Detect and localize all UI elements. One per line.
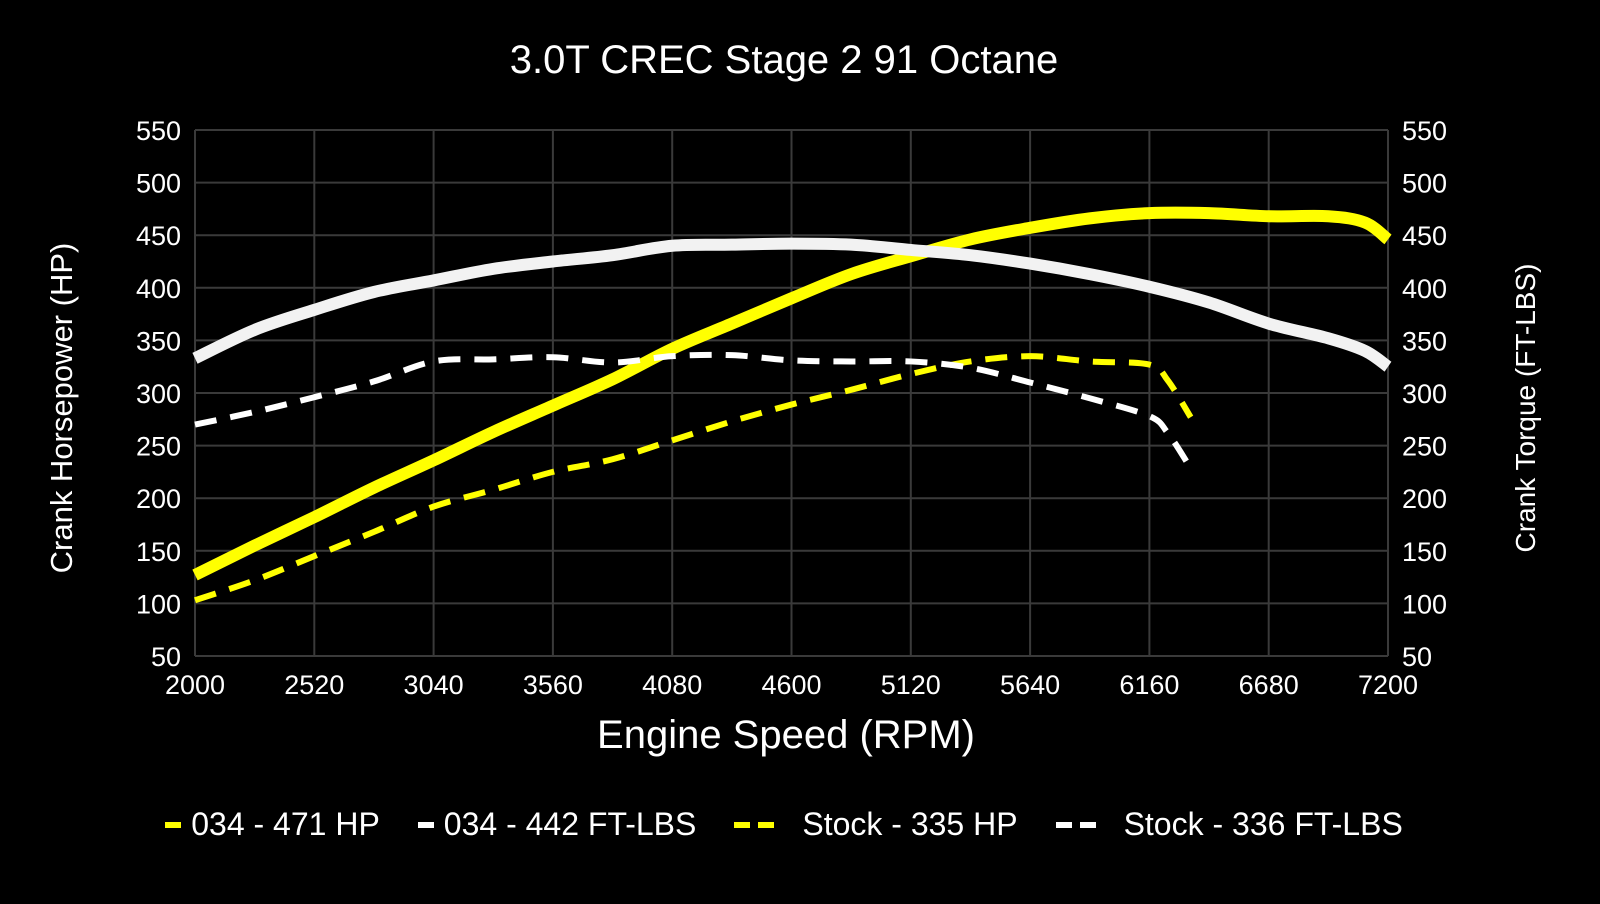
y-tick-label: 400 xyxy=(136,274,181,304)
y-tick-label-right: 50 xyxy=(1402,642,1432,672)
x-tick-label: 2000 xyxy=(165,670,225,700)
y-tick-label-right: 500 xyxy=(1402,169,1447,199)
y-tick-label-right: 450 xyxy=(1402,221,1447,251)
y-tick-label-right: 350 xyxy=(1402,326,1447,356)
x-axis-label: Engine Speed (RPM) xyxy=(597,713,975,757)
x-tick-label: 4600 xyxy=(761,670,821,700)
y-tick-label: 150 xyxy=(136,537,181,567)
y-tick-label: 300 xyxy=(136,379,181,409)
legend-item-stock-hp[interactable]: Stock - 335 HP xyxy=(734,806,1018,843)
y-tick-label: 550 xyxy=(136,116,181,146)
solid-white-line-icon xyxy=(417,821,434,828)
series-line xyxy=(192,206,1392,581)
x-tick-label: 4080 xyxy=(642,670,702,700)
x-tick-label: 6680 xyxy=(1239,670,1299,700)
y-tick-label: 100 xyxy=(136,589,181,619)
legend: 034 - 471 HP 034 - 442 FT-LBS Stock - 33… xyxy=(0,806,1568,843)
y-tick-label-right: 400 xyxy=(1402,274,1447,304)
y-tick-label: 450 xyxy=(136,221,181,251)
x-tick-label: 3560 xyxy=(523,670,583,700)
y-tick-label: 500 xyxy=(136,169,181,199)
y-tick-label-right: 300 xyxy=(1402,379,1447,409)
legend-label: 034 - 471 HP xyxy=(191,806,380,842)
series-line xyxy=(192,237,1392,372)
y-tick-label: 50 xyxy=(151,642,181,672)
legend-item-034-hp[interactable]: 034 - 471 HP xyxy=(165,806,380,843)
legend-label: Stock - 336 FT-LBS xyxy=(1123,806,1403,842)
x-tick-label: 3040 xyxy=(404,670,464,700)
y-tick-label-right: 250 xyxy=(1402,432,1447,462)
y-tick-label-right: 200 xyxy=(1402,484,1447,514)
y-tick-label: 250 xyxy=(136,432,181,462)
x-tick-label: 7200 xyxy=(1358,670,1418,700)
legend-item-stock-torque[interactable]: Stock - 336 FT-LBS xyxy=(1055,806,1403,843)
series-line xyxy=(194,351,1191,467)
y-tick-label: 350 xyxy=(136,326,181,356)
y-tick-label-right: 550 xyxy=(1402,116,1447,146)
series-line xyxy=(194,353,1194,604)
y-axis-right-ticks: 50 100 150 200 250 300 350 400 450 500 550 xyxy=(1402,116,1447,672)
y-tick-label: 200 xyxy=(136,484,181,514)
data-series xyxy=(192,206,1392,604)
x-tick-label: 5120 xyxy=(881,670,941,700)
y-tick-label-right: 100 xyxy=(1402,589,1447,619)
chart-title: 3.0T CREC Stage 2 91 Octane xyxy=(509,38,1059,82)
legend-label: 034 - 442 FT-LBS xyxy=(443,806,697,842)
x-tick-label: 2520 xyxy=(284,670,344,700)
x-tick-label: 6160 xyxy=(1119,670,1179,700)
y-axis-right-label: Crank Torque (FT-LBS) xyxy=(1510,264,1541,553)
legend-item-034-torque[interactable]: 034 - 442 FT-LBS xyxy=(417,806,697,843)
x-axis-ticks: 2000 2520 3040 3560 4080 4600 5120 5640 6160 6680… xyxy=(165,670,1418,700)
legend-label: Stock - 335 HP xyxy=(802,806,1018,842)
dashed-white-line-icon xyxy=(1055,821,1096,828)
dashed-yellow-line-icon xyxy=(734,821,775,828)
y-tick-label-right: 150 xyxy=(1402,537,1447,567)
y-axis-left-ticks: 50 100 150 200 250 300 350 400 450 500 550 xyxy=(136,116,181,672)
x-tick-label: 5640 xyxy=(1000,670,1060,700)
solid-yellow-line-icon xyxy=(165,821,182,828)
y-axis-left-label: Crank Horsepower (HP) xyxy=(44,243,79,574)
